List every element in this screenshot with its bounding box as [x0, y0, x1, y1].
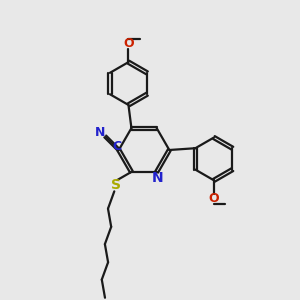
Text: C: C — [113, 140, 122, 153]
Text: O: O — [123, 37, 134, 50]
Text: O: O — [208, 192, 219, 205]
Text: N: N — [152, 171, 164, 185]
Text: N: N — [95, 126, 106, 139]
Text: S: S — [111, 178, 121, 192]
